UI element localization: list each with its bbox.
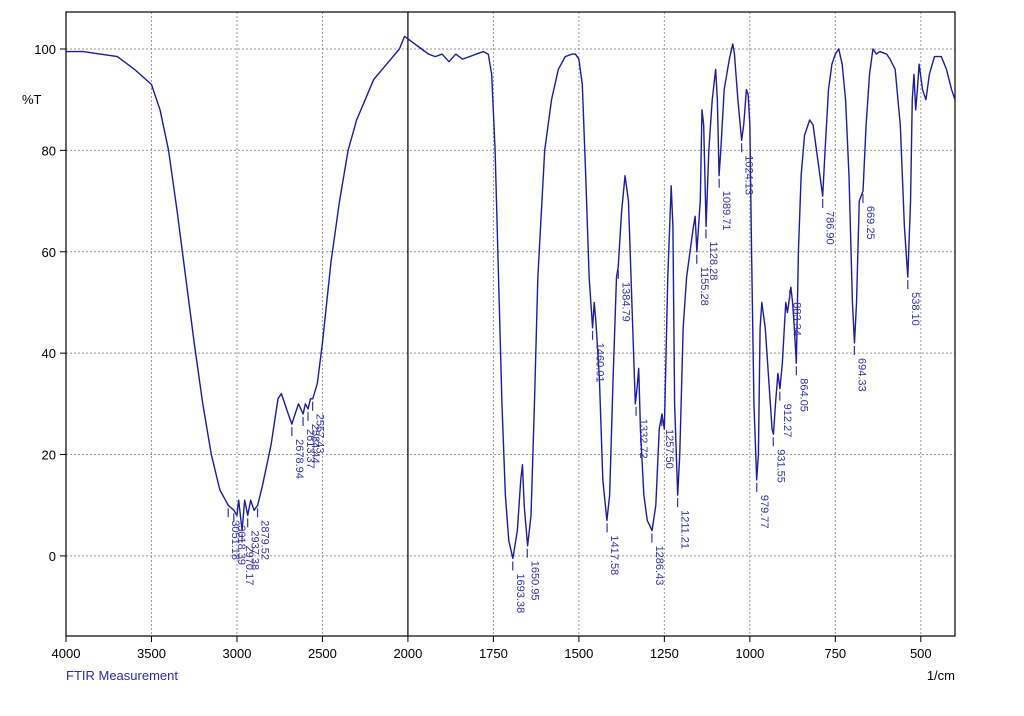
- peak-label: 931.55: [774, 449, 786, 483]
- peak-label: 1384.79: [619, 282, 631, 322]
- peak-label: 1024.13: [743, 155, 755, 195]
- x-tick-label: 2000: [393, 646, 422, 661]
- peak-label: 1417.58: [608, 535, 620, 575]
- peak-label: 864.05: [797, 378, 809, 412]
- peak-label: 1693.38: [514, 573, 526, 613]
- plot-frame: [65, 11, 956, 637]
- x-tick-label: 1750: [479, 646, 508, 661]
- peak-label: 538.10: [909, 292, 921, 326]
- peak-label: 786.90: [824, 211, 836, 245]
- peak-label: 1332.72: [637, 419, 649, 459]
- caption: FTIR Measurement: [66, 668, 178, 683]
- peak-label: 979.77: [758, 495, 770, 529]
- x-axis-label: 1/cm: [927, 668, 955, 683]
- peak-label: 1128.28: [707, 241, 719, 280]
- x-tick-label: 2500: [308, 646, 337, 661]
- peak-label: 2613.37: [304, 429, 316, 469]
- spectrum-line: [66, 35, 956, 560]
- peak-label: 669.25: [864, 206, 876, 240]
- x-tick-label: 500: [910, 646, 932, 661]
- peak-label: 1650.95: [528, 561, 540, 601]
- x-tick-label: 750: [824, 646, 846, 661]
- peak-label: 3051.18: [229, 520, 241, 560]
- y-tick-label: 80: [42, 143, 56, 158]
- x-tick-label: 3000: [223, 646, 252, 661]
- peak-label: 1155.28: [698, 267, 710, 306]
- y-tick-label: 40: [42, 346, 56, 361]
- y-tick-label: 100: [34, 42, 56, 57]
- peak-label: 2584.44: [309, 424, 321, 464]
- peak-label: 883.34: [791, 302, 803, 336]
- peak-label: 694.33: [855, 358, 867, 392]
- x-tick-label: 3500: [137, 646, 166, 661]
- x-tick-label: 4000: [52, 646, 81, 661]
- peak-label: 3018.39: [235, 525, 247, 565]
- peak-label: 2678.94: [293, 439, 305, 479]
- x-tick-label: 1000: [735, 646, 764, 661]
- peak-label: 912.27: [781, 404, 793, 438]
- peak-label: 2970.17: [243, 546, 255, 586]
- y-tick-label: 60: [42, 245, 56, 260]
- peak-label: 1089.71: [720, 191, 732, 231]
- peak-label: 1286.43: [653, 546, 665, 586]
- peak-label: 1211.21: [679, 510, 691, 549]
- peak-label: 2879.52: [259, 520, 271, 560]
- y-tick-label: 20: [42, 448, 56, 463]
- peak-label: 2937.38: [249, 530, 261, 570]
- peak-label: 1257.50: [663, 429, 675, 469]
- y-axis-label: %T: [22, 92, 42, 107]
- x-tick-label: 1250: [650, 646, 679, 661]
- y-tick-label: 0: [49, 549, 56, 564]
- x-tick-label: 1500: [564, 646, 593, 661]
- peak-label: 2557.43: [314, 414, 326, 454]
- peak-label: 1460.01: [594, 343, 606, 383]
